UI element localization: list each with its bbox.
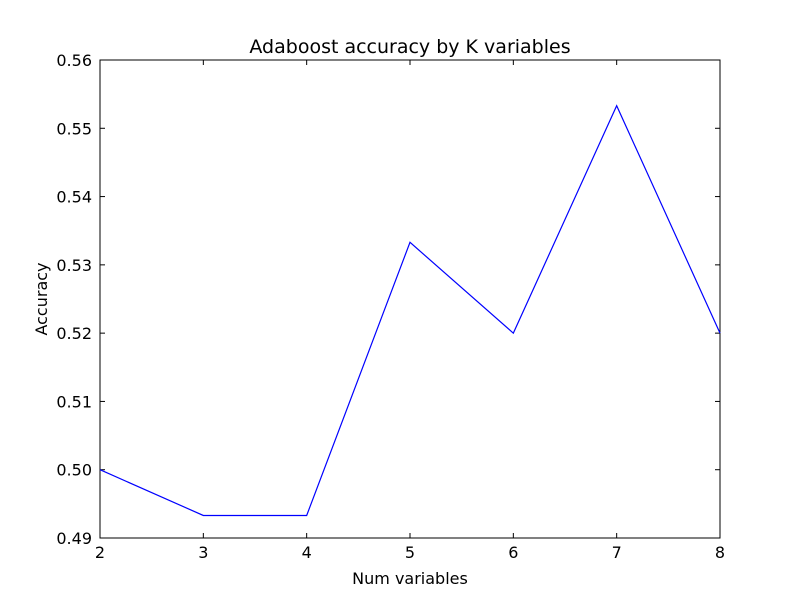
x-axis-label: Num variables [352,569,468,588]
y-tick-label: 0.56 [56,51,92,70]
x-tick-label: 4 [302,543,312,562]
x-tick-label: 7 [612,543,622,562]
y-tick-label: 0.53 [56,256,92,275]
y-tick-label: 0.55 [56,119,92,138]
plot-area: 2 3 4 5 6 7 8 0.49 0.50 0.51 0.52 0.53 0.54 0.55 0.56 [56,51,725,562]
chart-title: Adaboost accuracy by K variables [249,36,570,58]
x-tick-label: 3 [198,543,208,562]
x-tick-label: 2 [95,543,105,562]
y-tick-label: 0.52 [56,324,92,343]
y-axis-label: Accuracy [32,262,51,335]
series-line [99,104,721,517]
y-tick-label: 0.50 [56,461,92,480]
x-tick-label: 5 [405,543,415,562]
y-tick-label: 0.54 [56,188,92,207]
ticks: 2 3 4 5 6 7 8 0.49 0.50 0.51 0.52 0.53 0.54 0.55 0.56 [56,51,725,562]
x-tick-label: 8 [715,543,725,562]
series-layer [99,104,721,517]
y-tick-label: 0.51 [56,392,92,411]
x-tick-label: 6 [508,543,518,562]
y-tick-label: 0.49 [56,529,92,548]
